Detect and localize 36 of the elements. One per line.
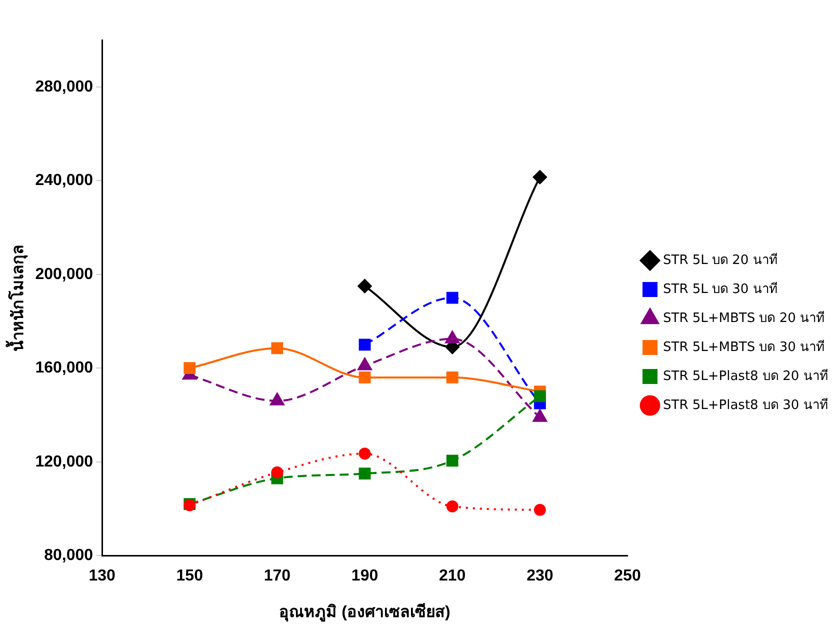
point (271, 466, 284, 478)
legend-label: STR 5L+Plast8 บด 20 นาที (663, 368, 828, 384)
y-tick-label: 280,000 (35, 78, 94, 96)
legend-label: STR 5L บด 30 นาที (663, 280, 778, 297)
point (446, 500, 458, 512)
y-tick-label: 80,000 (44, 547, 94, 564)
x-tick-label: 210 (438, 568, 466, 585)
legend-label: STR 5L+MBTS บด 20 นาที (663, 310, 826, 326)
x-tick-label: 250 (614, 568, 641, 585)
point (271, 342, 284, 354)
y-tick-label: 240,000 (35, 172, 94, 190)
y-tick-label: 160,000 (35, 360, 94, 377)
legend-label: STR 5L+MBTS บด 30 นาที (663, 338, 826, 355)
y-tick-label: 200,000 (35, 266, 94, 283)
point (358, 468, 371, 480)
point (184, 362, 196, 374)
x-axis-title: อุณหภูมิ (องศาเซลเซียส) (279, 602, 450, 623)
point (532, 170, 547, 184)
x-tick-label: 190 (351, 568, 378, 585)
legend-label: STR 5L+Plast8 บด 30 นาที (663, 396, 828, 413)
point (358, 448, 371, 460)
point (446, 292, 458, 304)
point (358, 338, 371, 351)
point (534, 390, 546, 402)
point (534, 504, 546, 516)
y-axis-title: น้ำหนักโมเลกุล (5, 244, 28, 352)
point (446, 372, 458, 384)
point (358, 372, 371, 384)
x-tick-label: 150 (176, 568, 204, 585)
x-tick-label: 130 (88, 568, 116, 585)
point (358, 279, 372, 294)
x-tick-label: 230 (526, 568, 554, 585)
x-tick-label: 170 (264, 568, 291, 585)
point (446, 454, 458, 467)
y-tick-label: 120,000 (35, 453, 94, 470)
legend-label: STR 5L บด 20 นาที (663, 252, 778, 268)
